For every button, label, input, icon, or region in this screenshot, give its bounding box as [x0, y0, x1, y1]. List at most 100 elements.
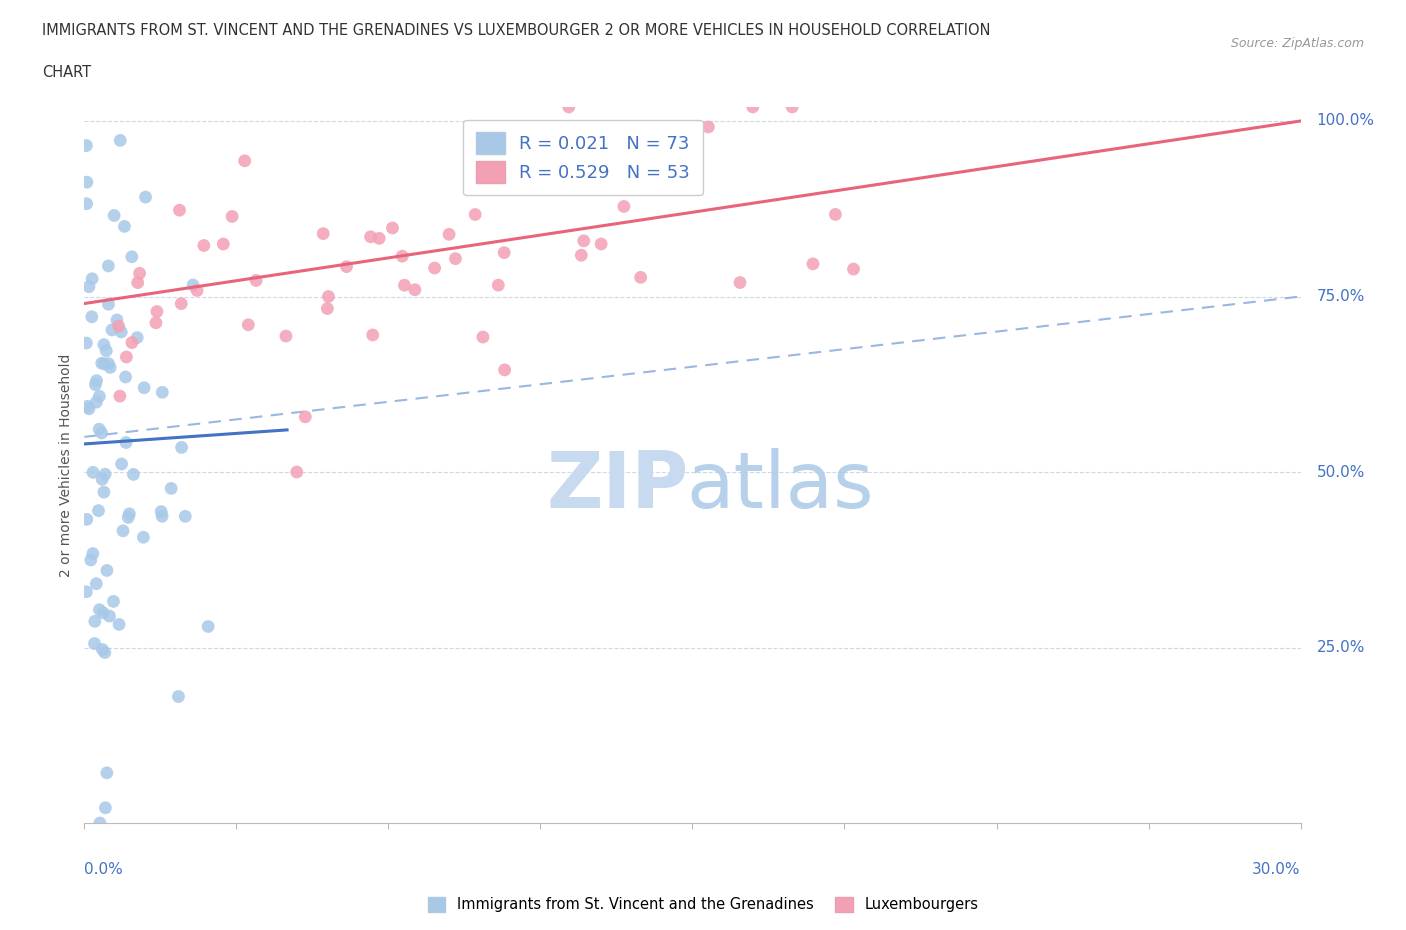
Point [391, 248, 413, 263]
Point [77, 279, 100, 294]
Text: 100.0%: 100.0% [1317, 113, 1375, 128]
Point [86, 373, 108, 388]
Point [101, 323, 124, 338]
Point [122, 467, 145, 482]
Point [569, 247, 592, 262]
Point [127, 330, 149, 345]
Legend: R = 0.021   N = 73, R = 0.529   N = 53: R = 0.021 N = 73, R = 0.529 N = 53 [464, 120, 703, 195]
Point [87, 503, 110, 518]
Point [824, 207, 846, 222]
Point [613, 199, 636, 214]
Point [128, 266, 150, 281]
Point [170, 296, 193, 311]
Point [132, 380, 155, 395]
Point [150, 509, 173, 524]
Point [90, 356, 112, 371]
Point [97, 259, 120, 273]
Point [135, 190, 157, 205]
Point [212, 236, 235, 251]
Point [558, 100, 581, 114]
Text: Source: ZipAtlas.com: Source: ZipAtlas.com [1230, 37, 1364, 50]
Text: 75.0%: 75.0% [1317, 289, 1365, 304]
Point [82, 465, 104, 480]
Point [368, 231, 391, 246]
Point [76, 175, 98, 190]
Point [86, 577, 108, 591]
Point [127, 275, 149, 290]
Point [160, 481, 183, 496]
Point [591, 236, 613, 251]
Point [842, 261, 865, 276]
Point [238, 317, 260, 332]
Point [110, 133, 132, 148]
Point [89, 816, 111, 830]
Point [89, 421, 111, 436]
Point [780, 100, 803, 114]
Point [110, 325, 132, 339]
Point [423, 260, 446, 275]
Point [381, 220, 404, 235]
Text: atlas: atlas [686, 448, 875, 525]
Point [464, 207, 486, 222]
Point [167, 689, 190, 704]
Point [103, 208, 125, 223]
Text: 25.0%: 25.0% [1317, 640, 1365, 655]
Point [77, 402, 100, 417]
Point [93, 356, 115, 371]
Point [80, 552, 103, 567]
Text: 0.0%: 0.0% [84, 862, 124, 877]
Point [150, 504, 173, 519]
Point [76, 512, 98, 526]
Point [82, 272, 104, 286]
Point [97, 356, 120, 371]
Point [90, 426, 112, 441]
Point [630, 270, 652, 285]
Point [572, 233, 595, 248]
Point [91, 472, 114, 486]
Point [93, 338, 115, 352]
Point [146, 304, 169, 319]
Point [221, 209, 243, 224]
Point [117, 510, 139, 525]
Point [741, 100, 763, 114]
Point [121, 335, 143, 350]
Point [75, 139, 97, 153]
Point [97, 297, 120, 312]
Text: IMMIGRANTS FROM ST. VINCENT AND THE GRENADINES VS LUXEMBOURGER 2 OR MORE VEHICLE: IMMIGRANTS FROM ST. VINCENT AND THE GREN… [42, 23, 991, 38]
Legend: Immigrants from St. Vincent and the Grenadines, Luxembourgers: Immigrants from St. Vincent and the Gren… [422, 891, 984, 918]
Point [274, 328, 297, 343]
Point [186, 283, 208, 298]
Point [84, 378, 107, 392]
Point [108, 617, 131, 631]
Point [94, 801, 117, 816]
Point [360, 230, 382, 245]
Point [728, 275, 751, 290]
Point [114, 369, 136, 384]
Point [404, 283, 426, 298]
Point [105, 312, 128, 327]
Point [132, 530, 155, 545]
Point [662, 153, 685, 168]
Point [107, 319, 129, 334]
Point [169, 203, 191, 218]
Point [312, 226, 335, 241]
Point [121, 249, 143, 264]
Point [89, 603, 111, 618]
Point [471, 329, 494, 344]
Text: CHART: CHART [42, 65, 91, 80]
Point [96, 765, 118, 780]
Point [174, 509, 197, 524]
Point [86, 394, 108, 409]
Point [801, 257, 824, 272]
Point [486, 278, 509, 293]
Point [245, 273, 267, 288]
Point [318, 289, 340, 304]
Point [98, 360, 121, 375]
Point [76, 399, 98, 414]
Text: 50.0%: 50.0% [1317, 464, 1365, 480]
Text: ZIP: ZIP [547, 448, 689, 525]
Point [89, 389, 111, 404]
Point [285, 465, 308, 480]
Point [316, 301, 339, 316]
Point [75, 336, 97, 351]
